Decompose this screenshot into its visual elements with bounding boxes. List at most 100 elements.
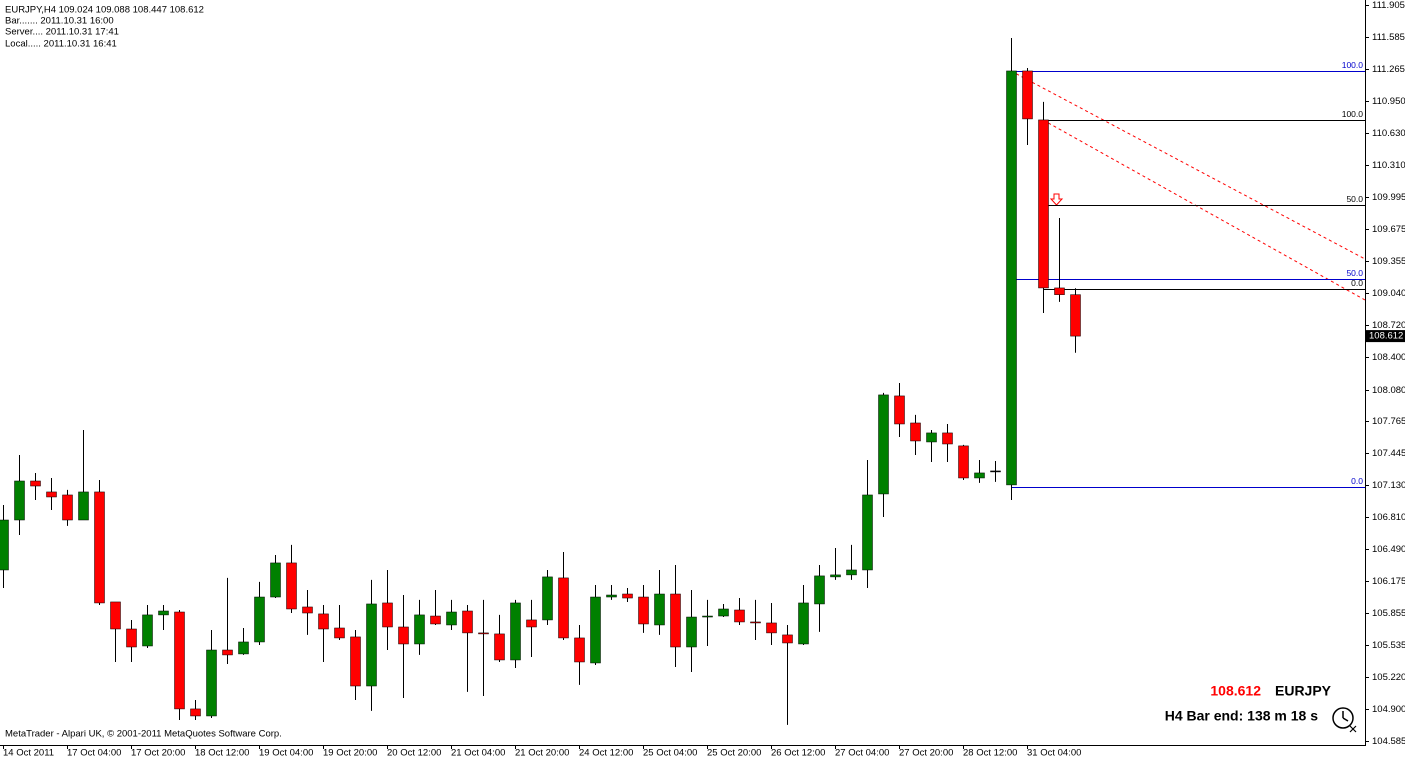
y-tick-label: 110.630 xyxy=(1372,128,1405,139)
y-tick-label: 104.900 xyxy=(1372,704,1405,715)
x-tick-label: 21 Oct 04:00 xyxy=(451,748,505,759)
candle-body xyxy=(270,562,281,598)
current-price-box xyxy=(1366,330,1405,343)
x-tick-label: 17 Oct 04:00 xyxy=(67,748,121,759)
candle-body xyxy=(142,614,153,647)
candle-body xyxy=(974,472,985,479)
x-tick-label: 27 Oct 04:00 xyxy=(835,748,889,759)
candle-body xyxy=(1070,294,1081,337)
candle-body xyxy=(0,519,9,571)
fibo-label: 0.0 xyxy=(1351,278,1363,288)
y-tick-label: 104.585 xyxy=(1372,736,1405,747)
symbol: EURJPY xyxy=(1275,683,1332,699)
candle-body xyxy=(958,445,969,479)
y-tick-label: 111.265 xyxy=(1372,64,1405,75)
info-line: Server.... 2011.10.31 17:41 xyxy=(5,27,119,38)
candle-body xyxy=(222,649,233,656)
y-tick-label: 108.080 xyxy=(1372,385,1405,396)
candle-body xyxy=(654,593,665,626)
trendlines xyxy=(1010,70,1366,301)
y-tick-label: 109.040 xyxy=(1372,288,1405,299)
candle-body xyxy=(350,636,361,687)
candle-body xyxy=(574,637,585,663)
y-tick-label: 110.950 xyxy=(1372,96,1405,107)
candle-body xyxy=(846,569,857,576)
candle-body xyxy=(558,577,569,639)
candle-body xyxy=(814,575,825,605)
trendline xyxy=(1010,70,1366,260)
candle-body xyxy=(478,632,489,635)
y-tick-label: 106.490 xyxy=(1372,544,1405,555)
candle-body xyxy=(462,610,473,634)
fibo-label: 0.0 xyxy=(1351,476,1363,486)
candle-body xyxy=(78,491,89,521)
candle-body xyxy=(1006,70,1017,486)
y-tick-label: 106.175 xyxy=(1372,576,1405,587)
info-line: Local..... 2011.10.31 16:41 xyxy=(5,39,117,50)
y-tick-label: 105.220 xyxy=(1372,672,1405,683)
y-tick-label: 110.310 xyxy=(1372,160,1405,171)
y-tick-label: 111.905 xyxy=(1372,0,1405,11)
trendline xyxy=(1042,119,1366,301)
x-tick-label: 18 Oct 12:00 xyxy=(195,748,249,759)
y-tick-label: 108.720 xyxy=(1372,320,1405,331)
x-tick-label: 25 Oct 20:00 xyxy=(707,748,761,759)
y-tick-label: 109.995 xyxy=(1372,192,1405,203)
candle-body xyxy=(862,494,873,571)
candle-body xyxy=(302,606,313,614)
candle-body xyxy=(590,596,601,664)
candle-body xyxy=(366,603,377,687)
candle-body xyxy=(414,614,425,645)
candle-body xyxy=(510,602,521,661)
fibo-label: 100.0 xyxy=(1342,60,1364,70)
candle-body xyxy=(254,596,265,643)
candle-body xyxy=(622,593,633,599)
x-tick-label: 27 Oct 20:00 xyxy=(899,748,953,759)
candle-body xyxy=(926,432,937,443)
candle-body xyxy=(750,621,761,624)
y-tick-label: 111.585 xyxy=(1372,32,1405,43)
x-tick-label: 28 Oct 12:00 xyxy=(963,748,1017,759)
candle-body xyxy=(1038,119,1049,289)
candle-body xyxy=(398,626,409,645)
x-tick-label: 19 Oct 20:00 xyxy=(323,748,377,759)
candle-body xyxy=(878,394,889,495)
candle-body xyxy=(990,470,1001,473)
candle-body xyxy=(494,633,505,661)
x-tick-label: 14 Oct 2011 xyxy=(3,748,54,759)
candle-body xyxy=(286,562,297,610)
candle-body xyxy=(670,593,681,648)
candle-body xyxy=(126,628,137,648)
clock-icon xyxy=(1332,707,1357,733)
candle-body xyxy=(238,641,249,655)
y-tick-label: 106.810 xyxy=(1372,512,1405,523)
bar-end: H4 Bar end: 138 m 18 s xyxy=(1165,708,1319,724)
candle-body xyxy=(174,611,185,710)
x-tick-label: 19 Oct 04:00 xyxy=(259,748,313,759)
sell-arrow xyxy=(1049,193,1064,206)
candle-body xyxy=(30,480,41,487)
y-tick-label: 105.855 xyxy=(1372,608,1405,619)
candle-body xyxy=(1054,287,1065,295)
candle-body xyxy=(894,395,905,425)
candle-body xyxy=(782,634,793,644)
candle-body xyxy=(334,627,345,639)
candle-body xyxy=(110,601,121,630)
candle-body xyxy=(446,611,457,626)
candle-body xyxy=(14,480,25,521)
candle-body xyxy=(734,609,745,623)
x-tick-label: 26 Oct 12:00 xyxy=(771,748,825,759)
chart-header: EURJPY,H4 109.024 109.088 108.447 108.61… xyxy=(5,5,204,16)
candle-body xyxy=(318,613,329,630)
y-tick-label: 108.400 xyxy=(1372,352,1405,363)
candle-body xyxy=(46,491,57,498)
x-tick-label: 17 Oct 20:00 xyxy=(131,748,185,759)
candle-body xyxy=(542,576,553,621)
x-tick-label: 21 Oct 20:00 xyxy=(515,748,569,759)
candle-body xyxy=(686,616,697,648)
candle-body xyxy=(638,596,649,625)
